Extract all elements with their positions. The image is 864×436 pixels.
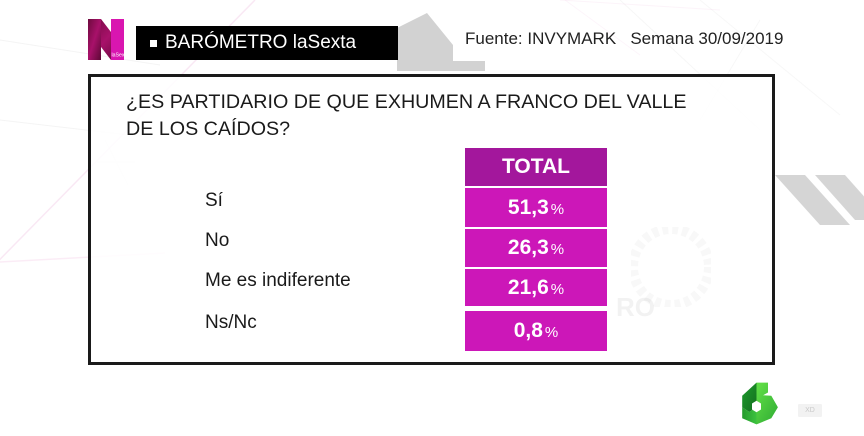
svg-text:laSexta: laSexta: [112, 53, 125, 59]
